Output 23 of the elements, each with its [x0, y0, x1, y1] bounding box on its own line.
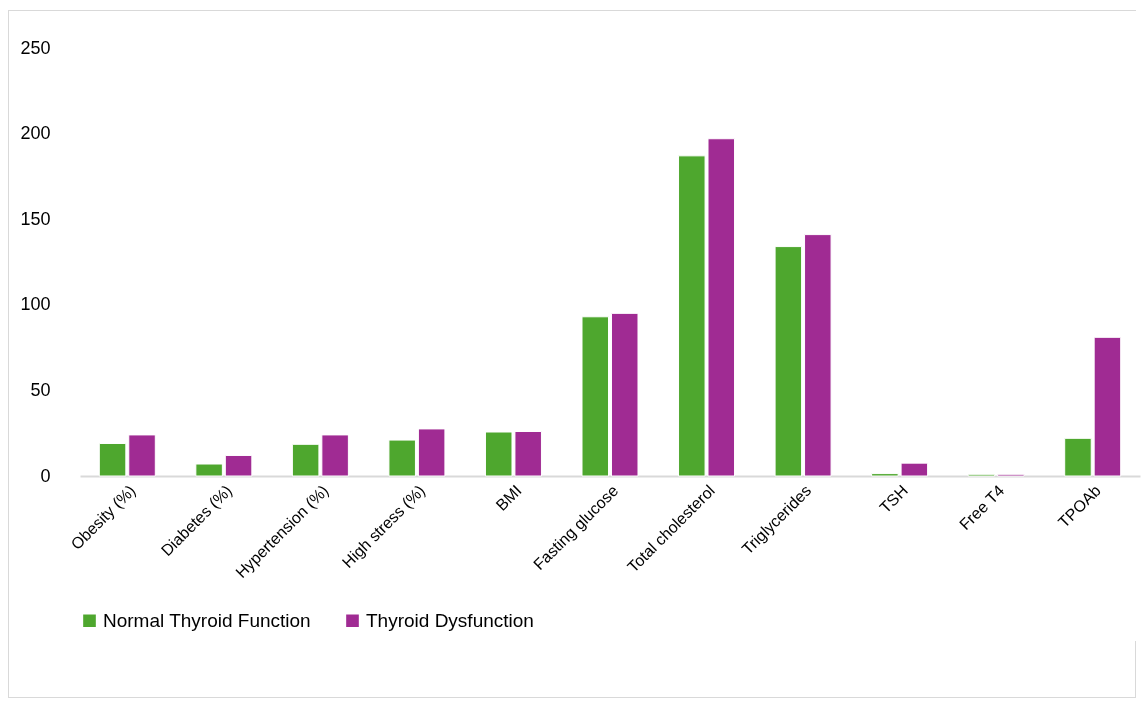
bar — [610, 312, 639, 477]
x-tick-label: Free T4 — [956, 481, 1008, 534]
bar — [774, 246, 803, 477]
y-tick-label: 150 — [20, 208, 51, 229]
bar — [388, 439, 416, 477]
x-tick-label: TSH — [876, 481, 911, 517]
bar — [1093, 336, 1122, 477]
bar — [195, 463, 223, 477]
x-tick-label: BMI — [492, 481, 525, 514]
bar — [417, 428, 446, 477]
bar — [1064, 437, 1092, 477]
bar — [581, 316, 610, 477]
legend-label: Thyroid Dysfunction — [366, 609, 534, 631]
bar — [804, 234, 832, 477]
y-tick-label: 100 — [20, 294, 51, 315]
legend-label: Normal Thyroid Function — [103, 609, 311, 631]
y-tick-label: 200 — [20, 123, 51, 144]
y-tick-label: 250 — [20, 37, 51, 58]
bar — [98, 442, 127, 477]
y-tick-label: 0 — [40, 465, 51, 486]
bar — [128, 434, 156, 477]
bar — [224, 454, 253, 477]
y-tick-label: 50 — [30, 379, 51, 400]
